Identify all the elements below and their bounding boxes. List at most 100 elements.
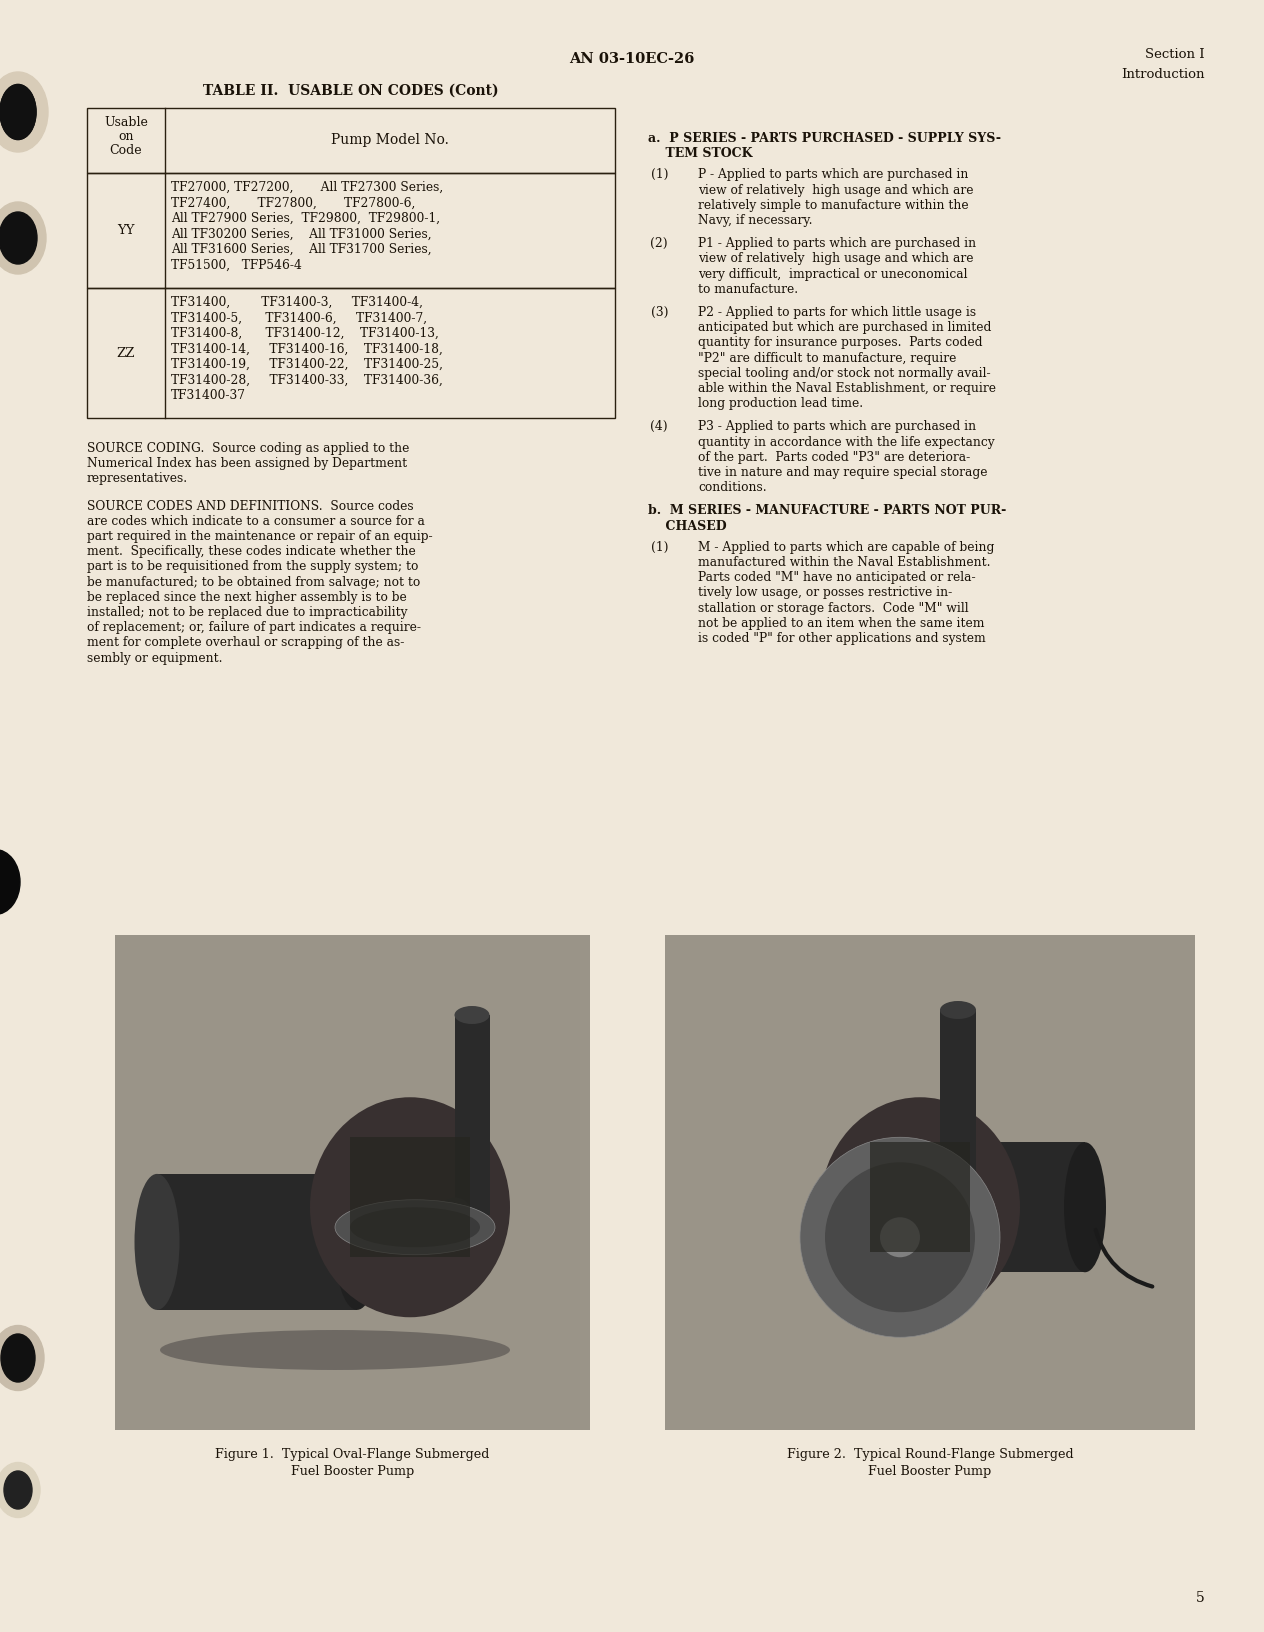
Text: TEM STOCK: TEM STOCK <box>648 147 752 160</box>
Text: relatively simple to manufacture within the: relatively simple to manufacture within … <box>698 199 968 212</box>
Bar <box>350 1138 470 1257</box>
Text: (1): (1) <box>651 168 667 181</box>
Ellipse shape <box>0 72 48 152</box>
Ellipse shape <box>4 1470 32 1510</box>
Text: SOURCE CODING.  Source coding as applied to the: SOURCE CODING. Source coding as applied … <box>87 442 410 455</box>
Ellipse shape <box>310 1097 509 1317</box>
Ellipse shape <box>0 850 20 914</box>
Text: Fuel Booster Pump: Fuel Booster Pump <box>291 1466 415 1479</box>
Circle shape <box>880 1217 920 1257</box>
Text: is coded "P" for other applications and system: is coded "P" for other applications and … <box>698 632 986 645</box>
Text: "P2" are difficult to manufacture, require: "P2" are difficult to manufacture, requi… <box>698 351 957 364</box>
Text: All TF27900 Series,  TF29800,  TF29800-1,: All TF27900 Series, TF29800, TF29800-1, <box>171 212 440 225</box>
Text: b.  M SERIES - MANUFACTURE - PARTS NOT PUR-: b. M SERIES - MANUFACTURE - PARTS NOT PU… <box>648 504 1006 517</box>
Text: TF31400-14,     TF31400-16,    TF31400-18,: TF31400-14, TF31400-16, TF31400-18, <box>171 343 442 356</box>
Text: CHASED: CHASED <box>648 519 727 532</box>
Ellipse shape <box>1064 1142 1106 1273</box>
Text: not be applied to an item when the same item: not be applied to an item when the same … <box>698 617 985 630</box>
Text: (4): (4) <box>651 421 667 434</box>
Ellipse shape <box>940 1000 976 1018</box>
Text: TABLE II.  USABLE ON CODES (Cont): TABLE II. USABLE ON CODES (Cont) <box>204 83 499 98</box>
Text: representatives.: representatives. <box>87 472 188 485</box>
Text: view of relatively  high usage and which are: view of relatively high usage and which … <box>698 253 973 266</box>
Ellipse shape <box>335 1200 495 1255</box>
Text: Code: Code <box>110 144 143 157</box>
Text: Parts coded "M" have no anticipated or rela-: Parts coded "M" have no anticipated or r… <box>698 571 976 584</box>
Text: conditions.: conditions. <box>698 481 767 494</box>
Text: to manufacture.: to manufacture. <box>698 282 798 295</box>
Text: stallation or storage factors.  Code "M" will: stallation or storage factors. Code "M" … <box>698 602 968 615</box>
Ellipse shape <box>0 85 35 139</box>
Text: ment.  Specifically, these codes indicate whether the: ment. Specifically, these codes indicate… <box>87 545 416 558</box>
Text: are codes which indicate to a consumer a source for a: are codes which indicate to a consumer a… <box>87 514 425 527</box>
Text: TF31400-28,     TF31400-33,    TF31400-36,: TF31400-28, TF31400-33, TF31400-36, <box>171 374 442 387</box>
Ellipse shape <box>134 1173 179 1310</box>
Ellipse shape <box>0 85 35 139</box>
Text: be replaced since the next higher assembly is to be: be replaced since the next higher assemb… <box>87 591 407 604</box>
Text: Figure 2.  Typical Round-Flange Submerged: Figure 2. Typical Round-Flange Submerged <box>786 1448 1073 1461</box>
Text: a.  P SERIES - PARTS PURCHASED - SUPPLY SYS-: a. P SERIES - PARTS PURCHASED - SUPPLY S… <box>648 132 1001 145</box>
Text: tive in nature and may require special storage: tive in nature and may require special s… <box>698 467 987 480</box>
Text: YY: YY <box>118 225 135 238</box>
Text: very difficult,  impractical or uneconomical: very difficult, impractical or uneconomi… <box>698 268 967 281</box>
Text: quantity in accordance with the life expectancy: quantity in accordance with the life exp… <box>698 436 995 449</box>
Text: ZZ: ZZ <box>116 348 135 361</box>
Bar <box>940 1010 976 1204</box>
Ellipse shape <box>820 1097 1020 1317</box>
Ellipse shape <box>335 1173 379 1310</box>
Ellipse shape <box>0 1325 44 1390</box>
Text: TF31400,        TF31400-3,     TF31400-4,: TF31400, TF31400-3, TF31400-4, <box>171 295 423 308</box>
Text: TF51500,   TFP546-4: TF51500, TFP546-4 <box>171 258 302 271</box>
Text: Figure 1.  Typical Oval-Flange Submerged: Figure 1. Typical Oval-Flange Submerged <box>215 1448 489 1461</box>
Text: P3 - Applied to parts which are purchased in: P3 - Applied to parts which are purchase… <box>698 421 976 434</box>
Ellipse shape <box>1 1333 35 1382</box>
Text: part is to be requisitioned from the supply system; to: part is to be requisitioned from the sup… <box>87 560 418 573</box>
Text: Fuel Booster Pump: Fuel Booster Pump <box>868 1466 992 1479</box>
Text: Pump Model No.: Pump Model No. <box>331 132 449 147</box>
Ellipse shape <box>0 202 46 274</box>
Text: long production lead time.: long production lead time. <box>698 397 863 410</box>
Text: 5: 5 <box>1196 1591 1205 1604</box>
Text: quantity for insurance purposes.  Parts coded: quantity for insurance purposes. Parts c… <box>698 336 982 349</box>
Text: TF27000, TF27200,       All TF27300 Series,: TF27000, TF27200, All TF27300 Series, <box>171 181 444 194</box>
Text: TF31400-8,      TF31400-12,    TF31400-13,: TF31400-8, TF31400-12, TF31400-13, <box>171 326 439 339</box>
Bar <box>87 173 616 287</box>
Text: be manufactured; to be obtained from salvage; not to: be manufactured; to be obtained from sal… <box>87 576 420 589</box>
Ellipse shape <box>437 1198 473 1232</box>
FancyArrowPatch shape <box>1096 1231 1153 1286</box>
Circle shape <box>800 1138 1000 1337</box>
Text: All TF31600 Series,    All TF31700 Series,: All TF31600 Series, All TF31700 Series, <box>171 243 431 256</box>
Text: (3): (3) <box>651 307 667 318</box>
Text: M - Applied to parts which are capable of being: M - Applied to parts which are capable o… <box>698 540 995 553</box>
Bar <box>87 287 616 418</box>
Text: part required in the maintenance or repair of an equip-: part required in the maintenance or repa… <box>87 530 432 543</box>
Ellipse shape <box>350 1208 480 1247</box>
Ellipse shape <box>0 1462 40 1518</box>
Text: tively low usage, or posses restrictive in-: tively low usage, or posses restrictive … <box>698 586 952 599</box>
Text: installed; not to be replaced due to impracticability: installed; not to be replaced due to imp… <box>87 605 407 619</box>
Text: Introduction: Introduction <box>1121 69 1205 82</box>
Circle shape <box>825 1162 975 1312</box>
Bar <box>157 1173 356 1310</box>
Text: ment for complete overhaul or scrapping of the as-: ment for complete overhaul or scrapping … <box>87 636 404 650</box>
Text: P - Applied to parts which are purchased in: P - Applied to parts which are purchased… <box>698 168 968 181</box>
Ellipse shape <box>0 212 37 264</box>
Text: TF31400-37: TF31400-37 <box>171 388 246 401</box>
Text: of the part.  Parts coded "P3" are deteriora-: of the part. Parts coded "P3" are deteri… <box>698 450 971 463</box>
Text: on: on <box>119 131 134 144</box>
Text: TF27400,       TF27800,       TF27800-6,: TF27400, TF27800, TF27800-6, <box>171 196 416 209</box>
Text: sembly or equipment.: sembly or equipment. <box>87 651 222 664</box>
Text: All TF30200 Series,    All TF31000 Series,: All TF30200 Series, All TF31000 Series, <box>171 227 431 240</box>
Text: of replacement; or, failure of part indicates a require-: of replacement; or, failure of part indi… <box>87 622 421 635</box>
Text: P2 - Applied to parts for which little usage is: P2 - Applied to parts for which little u… <box>698 307 976 318</box>
Text: manufactured within the Naval Establishment.: manufactured within the Naval Establishm… <box>698 557 991 570</box>
Text: special tooling and/or stock not normally avail-: special tooling and/or stock not normall… <box>698 367 991 380</box>
Text: Numerical Index has been assigned by Department: Numerical Index has been assigned by Dep… <box>87 457 407 470</box>
Bar <box>665 935 1194 1430</box>
Text: (2): (2) <box>651 237 667 250</box>
Text: able within the Naval Establishment, or require: able within the Naval Establishment, or … <box>698 382 996 395</box>
Ellipse shape <box>455 1005 489 1023</box>
Text: view of relatively  high usage and which are: view of relatively high usage and which … <box>698 183 973 196</box>
Text: TF31400-19,     TF31400-22,    TF31400-25,: TF31400-19, TF31400-22, TF31400-25, <box>171 357 442 370</box>
Ellipse shape <box>161 1330 509 1369</box>
